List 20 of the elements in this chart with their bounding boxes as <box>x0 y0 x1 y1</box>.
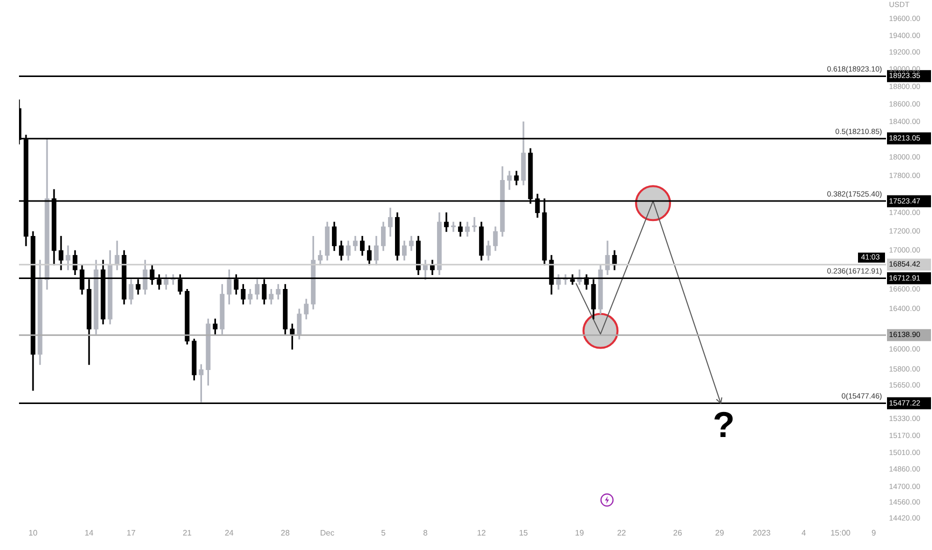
x-tick-label: 29 <box>715 528 725 538</box>
x-tick-label: 9 <box>872 528 877 538</box>
x-tick-label: 28 <box>280 528 290 538</box>
x-tick-label: 14 <box>84 528 94 538</box>
x-tick-label: 17 <box>126 528 136 538</box>
x-tick-label: 19 <box>575 528 584 538</box>
annotation: ? <box>712 404 735 446</box>
x-tick-label: 15 <box>518 528 528 538</box>
x-tick-label: 8 <box>423 528 428 538</box>
x-tick-label: 2023 <box>752 528 772 538</box>
x-tick-label: 21 <box>182 528 192 538</box>
x-tick-label: 12 <box>476 528 486 538</box>
x-tick-label: 10 <box>28 528 38 538</box>
x-tick-label: 4 <box>801 528 806 538</box>
x-tick-label: Dec <box>320 528 334 538</box>
x-tick-label: 22 <box>617 528 627 538</box>
x-tick-label: 26 <box>673 528 683 538</box>
x-tick-label: 5 <box>381 528 386 538</box>
x-tick-label: 15:00 <box>830 528 852 538</box>
x-tick-label: 24 <box>224 528 234 538</box>
